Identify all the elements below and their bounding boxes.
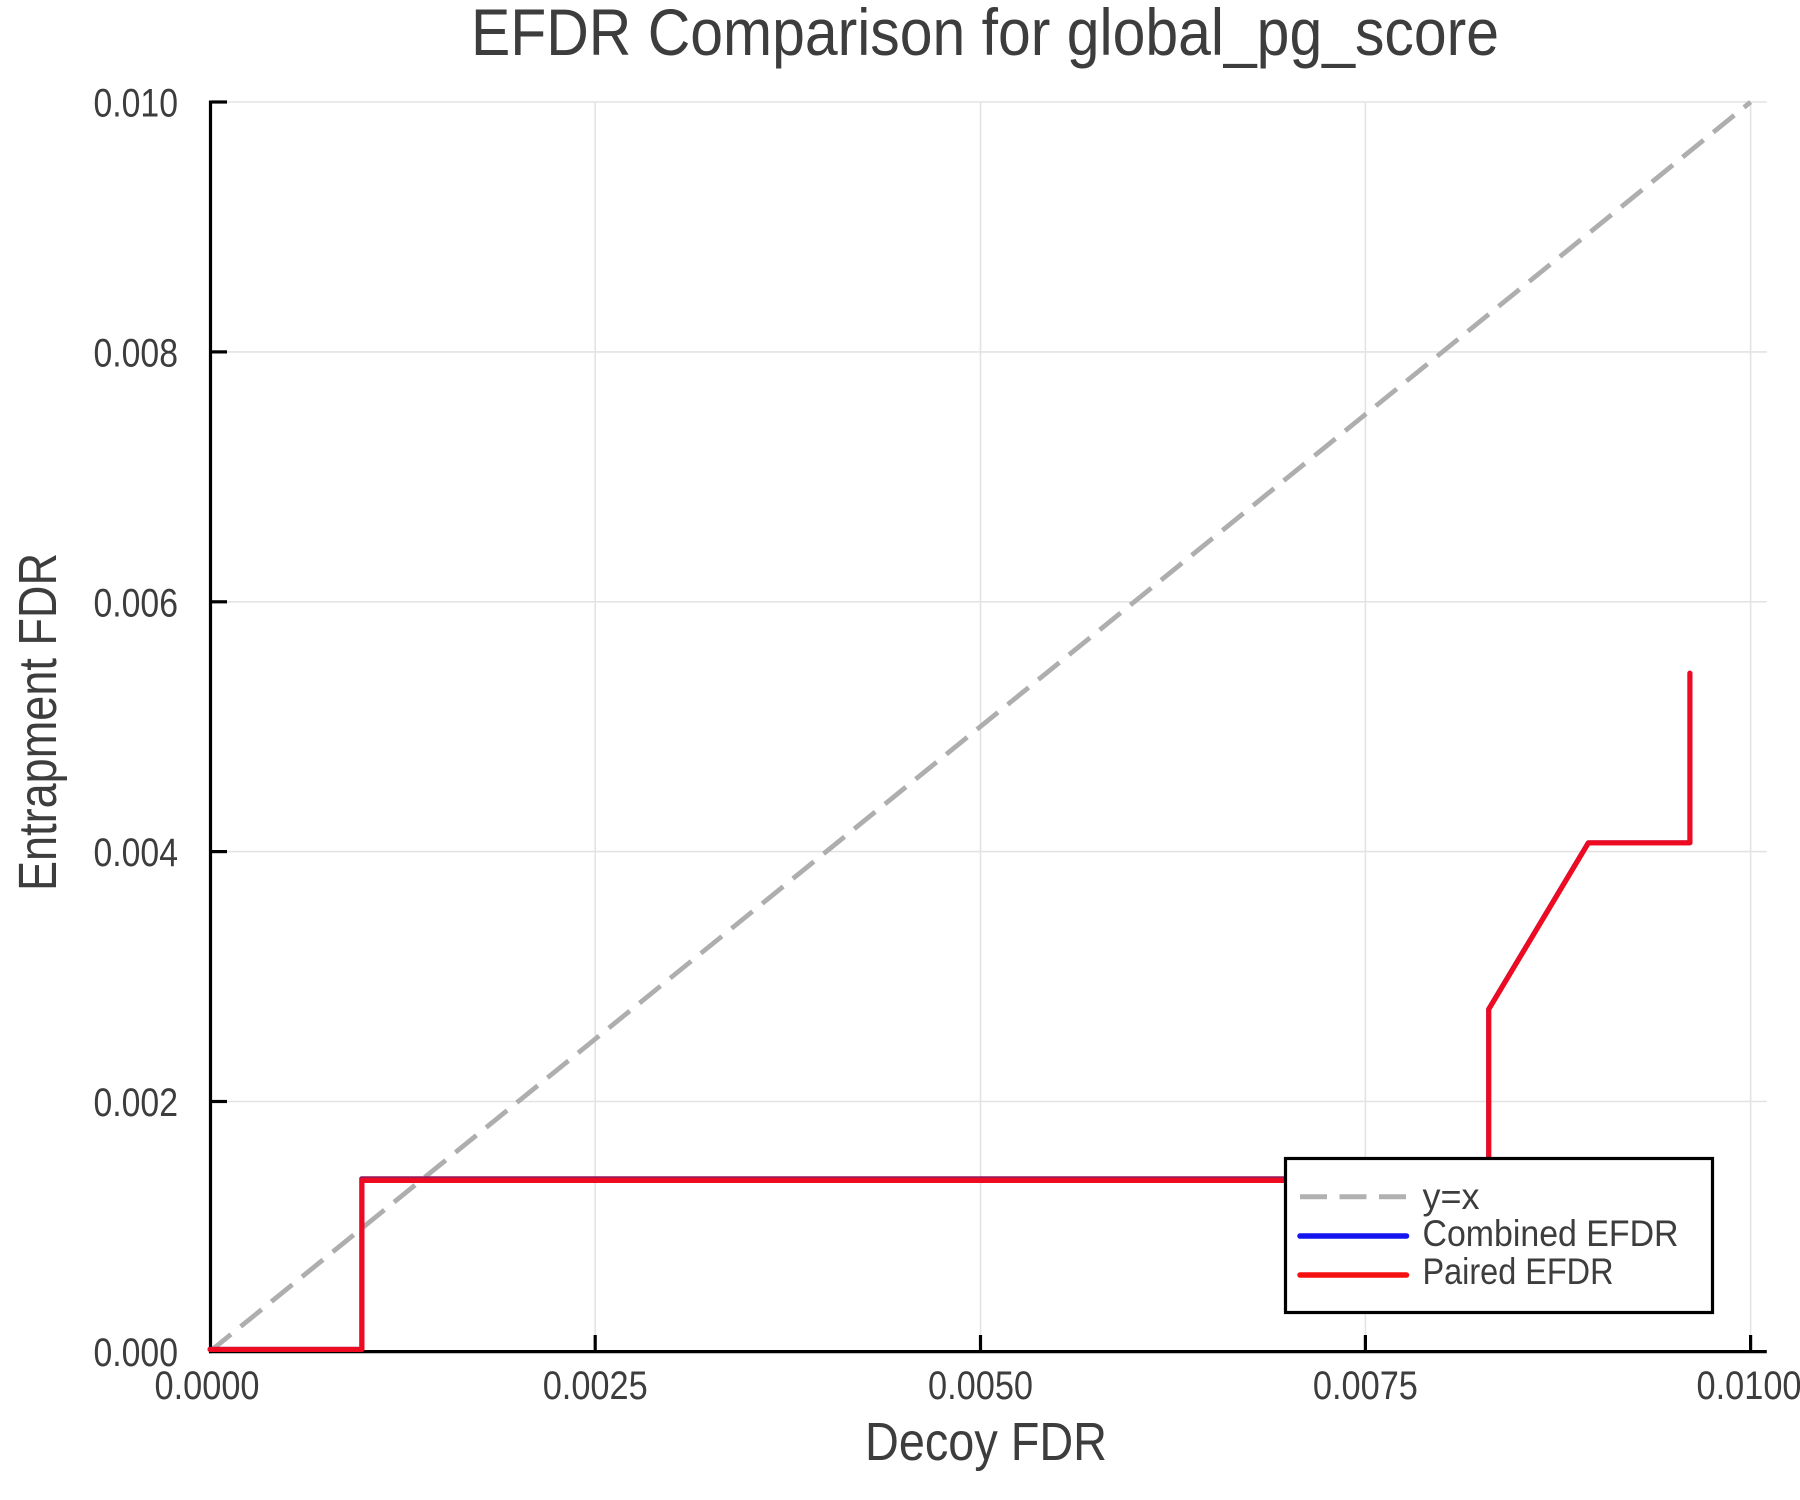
svg-text:y=x: y=x [1423,1176,1480,1217]
svg-text:0.0100: 0.0100 [1697,1364,1800,1408]
svg-text:0.002: 0.002 [94,1081,179,1125]
svg-text:Paired EFDR: Paired EFDR [1423,1251,1614,1292]
svg-text:Entrapment FDR: Entrapment FDR [8,553,68,891]
svg-text:Decoy FDR: Decoy FDR [865,1412,1107,1472]
svg-text:0.006: 0.006 [94,581,179,625]
svg-text:0.008: 0.008 [94,331,179,375]
svg-text:0.0050: 0.0050 [928,1364,1033,1408]
svg-text:EFDR Comparison for global_pg_: EFDR Comparison for global_pg_score [471,0,1499,69]
svg-text:0.0025: 0.0025 [543,1364,648,1408]
svg-text:0.010: 0.010 [94,82,179,126]
svg-text:0.0000: 0.0000 [155,1364,260,1408]
svg-text:0.004: 0.004 [94,831,179,875]
svg-text:0.000: 0.000 [94,1331,179,1375]
svg-text:0.0075: 0.0075 [1313,1364,1418,1408]
svg-text:Combined EFDR: Combined EFDR [1423,1213,1679,1254]
